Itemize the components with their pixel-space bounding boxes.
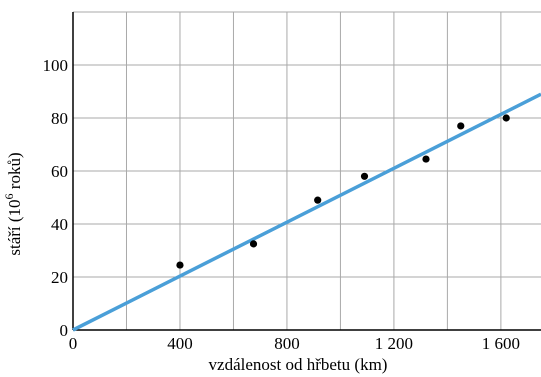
- data-point: [422, 155, 430, 163]
- y-tick-label: 40: [51, 215, 68, 234]
- data-point: [314, 196, 322, 204]
- data-point: [360, 172, 369, 180]
- y-axis-title-superscript: 6: [2, 193, 16, 199]
- y-tick-label: 80: [51, 109, 68, 128]
- y-tick-label: 0: [60, 321, 69, 340]
- x-tick-labels: 0 400 800 1 200 1 600: [69, 334, 520, 353]
- grid-lines: [73, 11, 541, 330]
- y-tick-labels: 0 20 40 60 80 100: [43, 56, 69, 340]
- data-point: [502, 114, 510, 122]
- data-points: [176, 114, 510, 269]
- x-tick-label: 1 200: [375, 334, 413, 353]
- y-tick-label: 20: [51, 268, 68, 287]
- x-axis-title: vzdálenost od hřbetu (km): [209, 355, 388, 374]
- trend-line: [72, 92, 541, 332]
- y-axis-title: stáří (106 roků): [2, 152, 24, 255]
- x-tick-label: 0: [69, 334, 78, 353]
- x-tick-label: 1 600: [482, 334, 520, 353]
- y-tick-label: 60: [51, 162, 68, 181]
- data-point: [249, 240, 258, 248]
- y-tick-label: 100: [43, 56, 69, 75]
- data-point: [176, 261, 184, 269]
- data-point: [457, 122, 465, 130]
- x-tick-label: 800: [274, 334, 300, 353]
- y-axis-title-prefix: stáří (10: [5, 199, 24, 255]
- x-tick-label: 400: [167, 334, 193, 353]
- y-axis-title-suffix: roků): [5, 152, 24, 193]
